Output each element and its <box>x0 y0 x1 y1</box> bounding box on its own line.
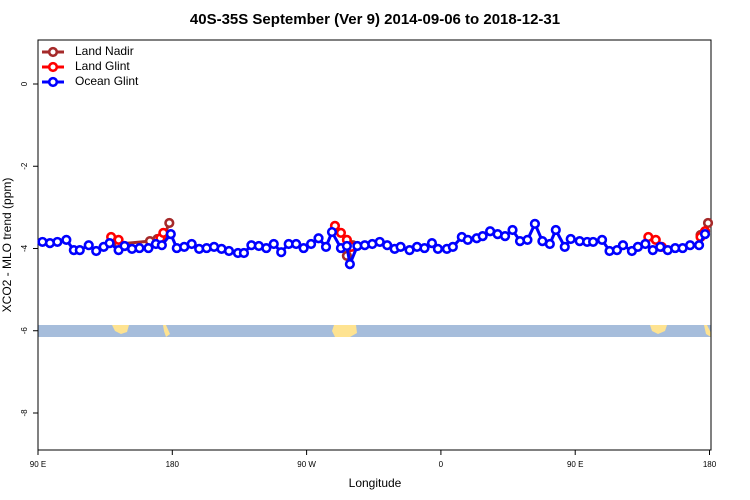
land-shape <box>650 325 667 334</box>
point <box>640 238 651 250</box>
chart-title: 40S-35S September (Ver 9) 2014-09-06 to … <box>190 11 560 28</box>
y-tick-label: -4 <box>20 244 29 252</box>
point <box>685 240 696 251</box>
point <box>305 238 317 250</box>
point <box>395 241 406 252</box>
ocean-band <box>38 325 711 337</box>
x-tick-label: 90 E <box>30 460 46 469</box>
point <box>693 240 705 251</box>
x-tick-label: 90 E <box>567 460 583 469</box>
point <box>326 226 338 238</box>
point <box>341 240 352 252</box>
point <box>507 224 518 236</box>
legend-marker <box>47 76 59 88</box>
point <box>617 240 629 251</box>
x-tick-label: 0 <box>439 460 444 469</box>
legend-label: Land Nadir <box>75 44 134 58</box>
point <box>447 241 458 252</box>
point <box>165 229 176 240</box>
point <box>268 238 279 250</box>
y-tick-label: 0 <box>20 81 29 86</box>
point <box>91 245 102 257</box>
point <box>432 243 444 255</box>
land-strip <box>38 325 711 337</box>
point <box>83 240 94 251</box>
point <box>104 238 115 249</box>
y-tick-label: -2 <box>20 162 29 170</box>
y-tick-label: -6 <box>20 327 29 335</box>
point <box>382 240 393 251</box>
point <box>499 231 511 242</box>
point <box>462 234 473 245</box>
point <box>550 224 561 236</box>
point <box>291 238 302 250</box>
point <box>596 234 608 245</box>
point <box>113 234 124 245</box>
point <box>313 233 324 244</box>
point <box>223 245 235 257</box>
y-axis-label: XCO2 - MLO trend (ppm) <box>0 178 14 313</box>
x-axis-label: Longitude <box>349 476 402 490</box>
point <box>156 240 167 251</box>
point <box>544 238 555 250</box>
point <box>426 238 438 249</box>
point <box>477 231 488 242</box>
point <box>320 241 332 252</box>
plot-frame <box>37 39 712 451</box>
point <box>522 234 533 245</box>
land-shape <box>332 325 357 337</box>
point <box>702 217 714 229</box>
land-shape <box>163 325 170 337</box>
point <box>61 234 72 245</box>
series <box>37 218 711 270</box>
point <box>588 236 599 248</box>
legend-label: Land Glint <box>75 59 130 73</box>
point <box>650 234 661 245</box>
land-shape <box>112 325 129 334</box>
x-tick-label: 90 W <box>297 460 316 469</box>
point <box>276 247 287 258</box>
point <box>344 259 355 270</box>
point <box>74 245 85 256</box>
point <box>134 242 145 254</box>
y-tick-label: -8 <box>20 409 29 417</box>
point <box>565 233 576 245</box>
point <box>186 238 197 250</box>
x-tick-label: 180 <box>166 460 180 469</box>
point <box>298 242 309 254</box>
point <box>261 242 272 254</box>
land-shape <box>704 325 711 337</box>
point <box>52 236 63 248</box>
point <box>419 242 430 254</box>
point <box>335 227 347 238</box>
legend-label: Ocean Glint <box>75 74 139 88</box>
point <box>699 229 711 240</box>
legend-marker <box>47 46 59 58</box>
x-tick-label: 180 <box>703 460 717 469</box>
point <box>529 218 541 229</box>
point <box>238 247 250 259</box>
point <box>559 241 570 252</box>
point <box>164 217 175 229</box>
legend-marker <box>47 61 59 73</box>
point <box>143 242 154 254</box>
